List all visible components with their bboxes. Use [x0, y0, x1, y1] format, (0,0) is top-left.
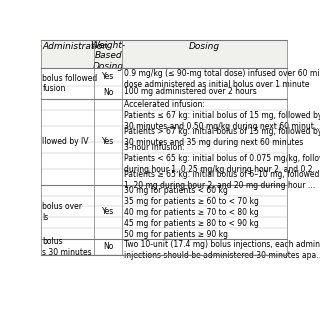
Text: Administration: Administration: [43, 42, 108, 51]
Bar: [41, 40, 287, 68]
Bar: [41, 86, 287, 99]
Text: Yes: Yes: [102, 207, 114, 216]
Text: 40 mg for patients ≥ 70 to < 80 kg: 40 mg for patients ≥ 70 to < 80 kg: [124, 208, 258, 217]
Text: 30 mg for patients < 60 kg: 30 mg for patients < 60 kg: [124, 186, 228, 195]
Bar: [41, 153, 287, 169]
Text: 100 mg administered over 2 hours: 100 mg administered over 2 hours: [124, 87, 256, 96]
Text: 50 mg for patients ≥ 90 kg: 50 mg for patients ≥ 90 kg: [124, 230, 228, 239]
Bar: [41, 206, 287, 217]
Text: Patients < 65 kg: initial bolus of 0.075 mg/kg, follow…
during hour 1, 0.25 mg/k: Patients < 65 kg: initial bolus of 0.075…: [124, 154, 320, 174]
Text: No: No: [103, 88, 113, 97]
Bar: [41, 126, 287, 142]
Text: 45 mg for patients ≥ 80 to < 90 kg: 45 mg for patients ≥ 80 to < 90 kg: [124, 219, 258, 228]
Bar: [41, 196, 287, 206]
Bar: [41, 169, 287, 185]
Bar: [41, 239, 287, 255]
Text: Weight-
Based
Dosing: Weight- Based Dosing: [91, 41, 126, 71]
Text: Patients ≤ 67 kg: initial bolus of 15 mg, followed by…
30 minutes and 0.50 mg/kg: Patients ≤ 67 kg: initial bolus of 15 mg…: [124, 111, 320, 131]
Bar: [41, 142, 287, 153]
Bar: [41, 99, 287, 110]
Text: 35 mg for patients ≥ 60 to < 70 kg: 35 mg for patients ≥ 60 to < 70 kg: [124, 197, 258, 206]
Text: llowed by IV: llowed by IV: [43, 137, 89, 146]
Text: Yes: Yes: [102, 137, 114, 146]
Text: bolus followed
fusion: bolus followed fusion: [43, 74, 98, 93]
Text: Patients ≥ 65 kg: initial bolus of 6–10 mg, followed b…
1, 20 mg during hour 2, : Patients ≥ 65 kg: initial bolus of 6–10 …: [124, 170, 320, 190]
Text: Patients > 67 kg: initial bolus of 15 mg, followed by…
30 minutes and 35 mg duri: Patients > 67 kg: initial bolus of 15 mg…: [124, 127, 320, 147]
Bar: [41, 217, 287, 228]
Text: Two 10-unit (17.4 mg) bolus injections, each admini…
injections should be admini: Two 10-unit (17.4 mg) bolus injections, …: [124, 240, 320, 260]
Bar: [41, 110, 287, 126]
Text: Yes: Yes: [102, 72, 114, 81]
Text: No: No: [103, 243, 113, 252]
Text: bolus over
ls: bolus over ls: [43, 202, 83, 221]
Bar: [41, 68, 287, 86]
Text: 3-hour infusion:: 3-hour infusion:: [124, 143, 184, 152]
Text: Accelerated infusion:: Accelerated infusion:: [124, 100, 204, 109]
Text: bolus
s 30 minutes: bolus s 30 minutes: [43, 237, 92, 257]
Bar: [41, 185, 287, 196]
Bar: [41, 228, 287, 239]
Text: 0.9 mg/kg (≤ 90-mg total dose) infused over 60 min…
dose administered as initial: 0.9 mg/kg (≤ 90-mg total dose) infused o…: [124, 69, 320, 89]
Text: Dosing: Dosing: [189, 42, 220, 51]
